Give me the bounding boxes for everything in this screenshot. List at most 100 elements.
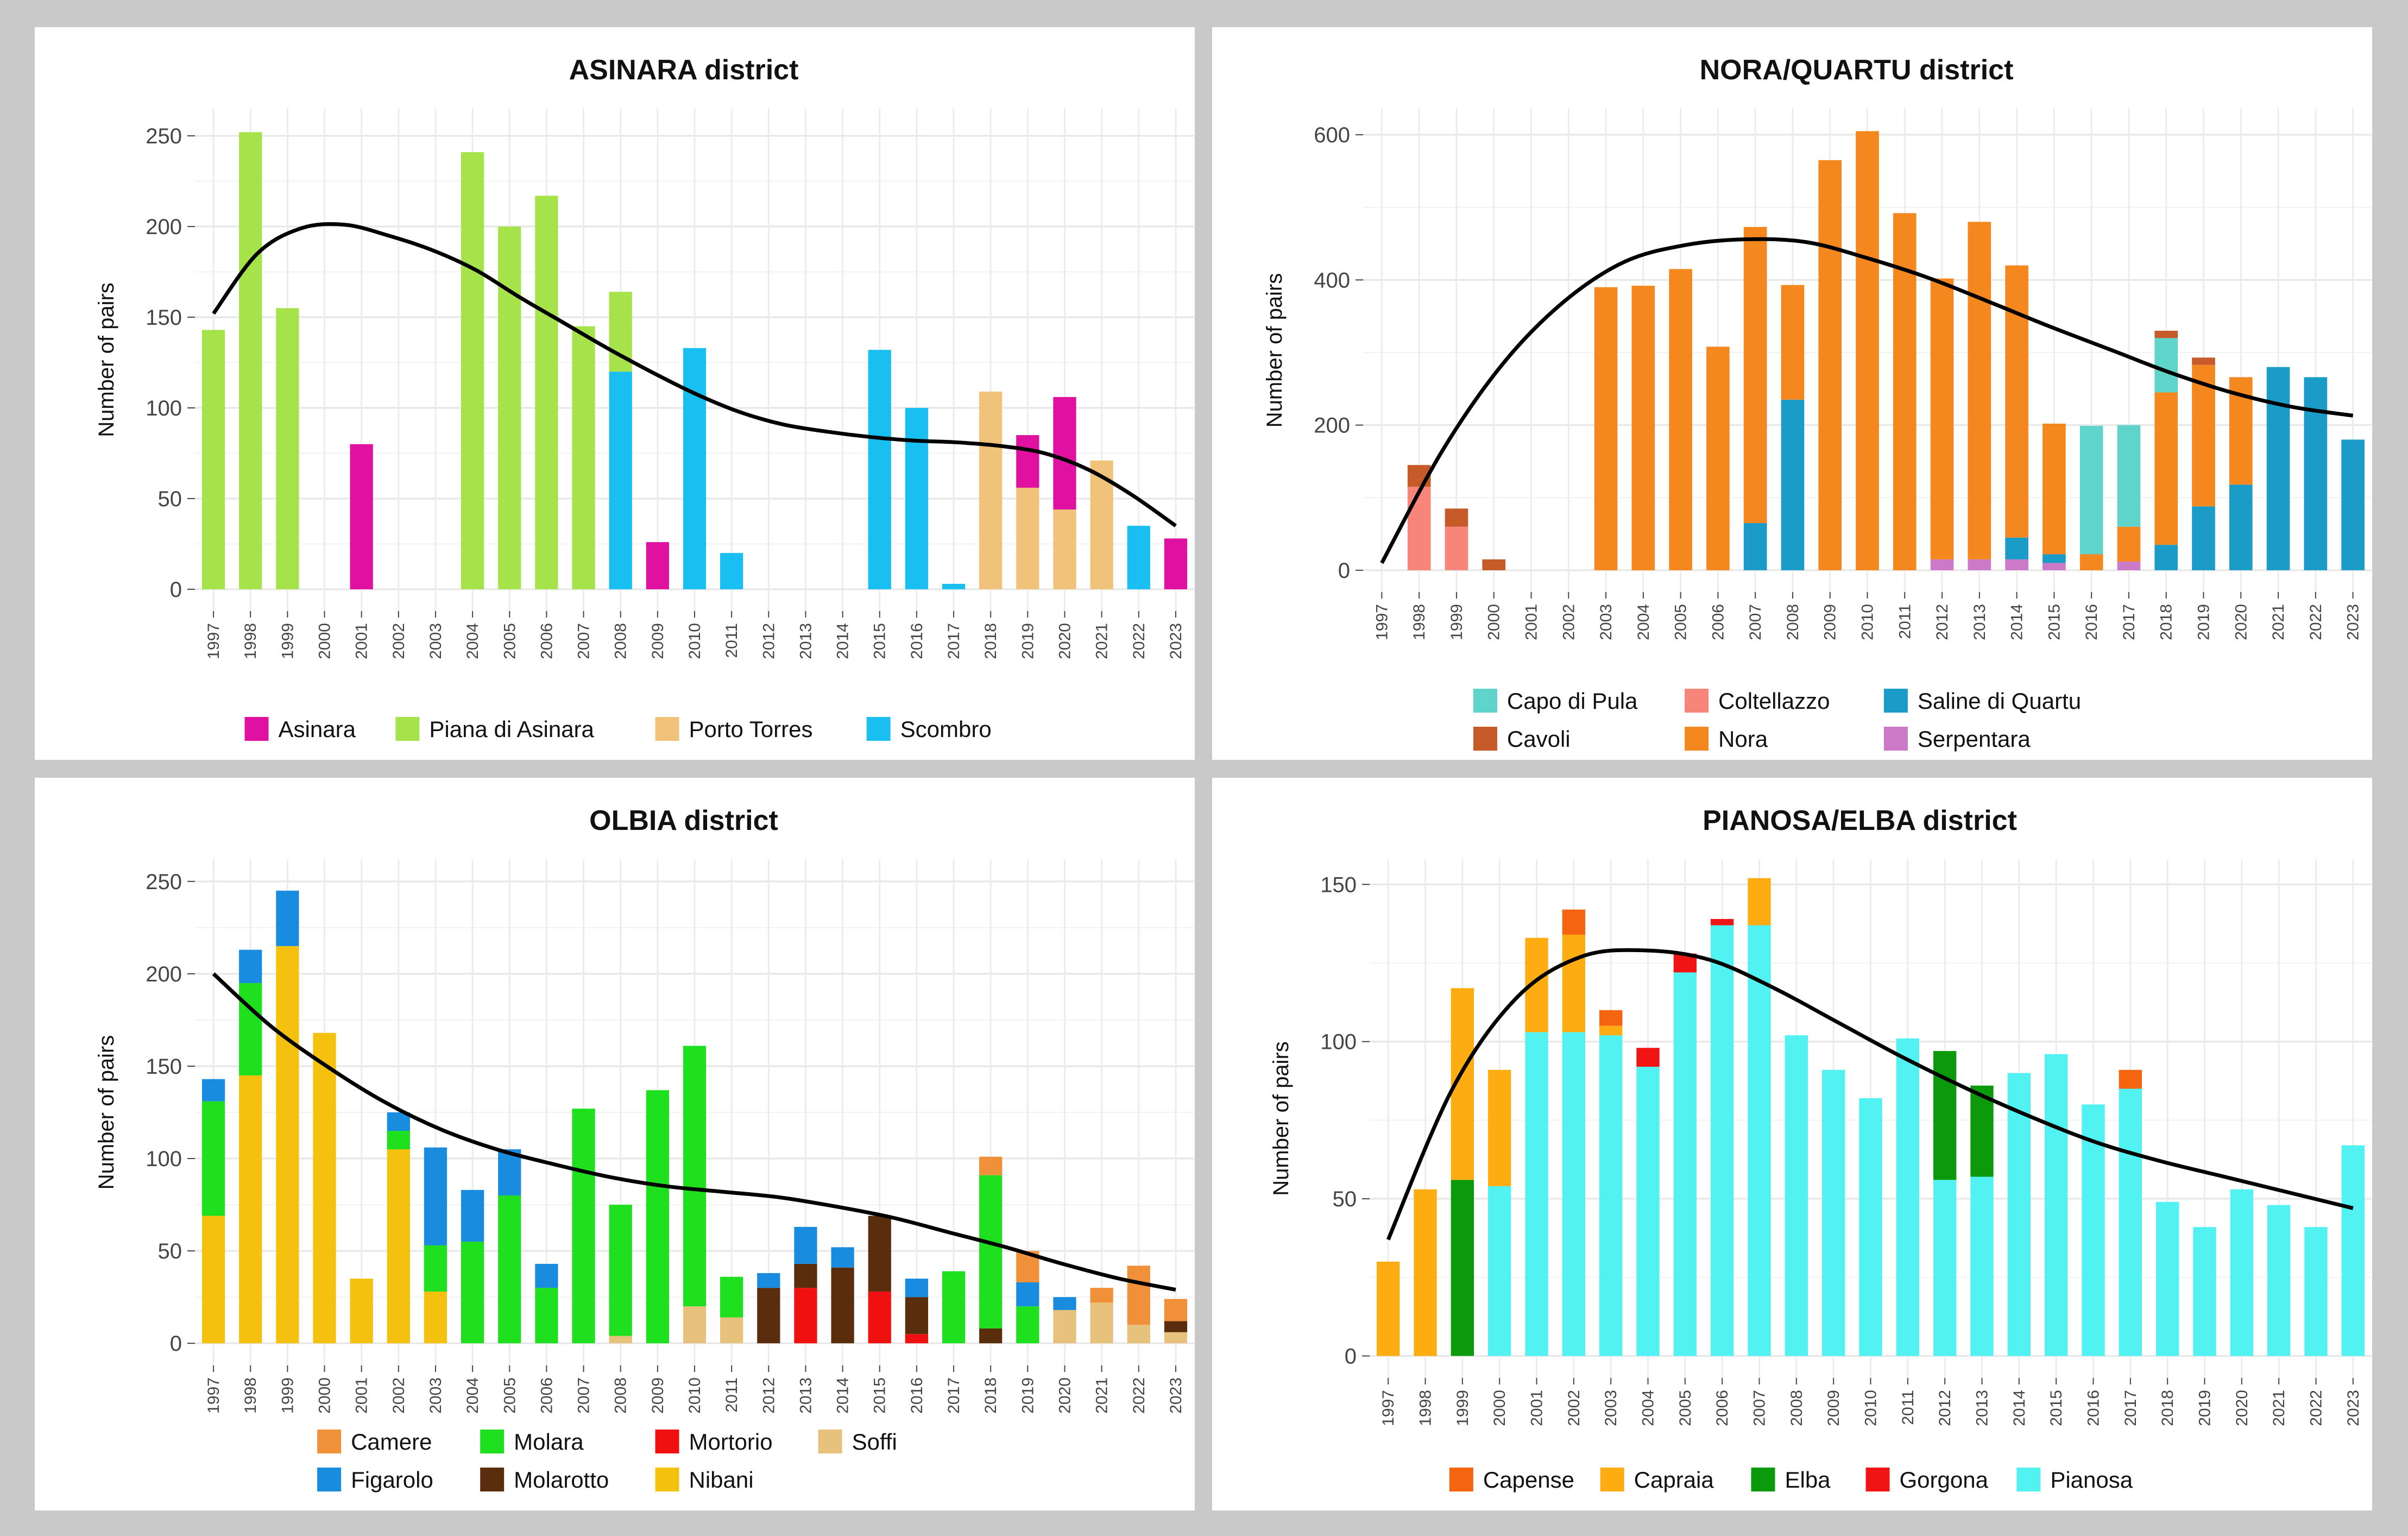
bar-gorgona-2004 [1636,1048,1660,1067]
bar-nibani-1999 [276,946,299,1344]
bar-pianosa-2010 [1859,1098,1882,1356]
x-tick-label: 2021 [1093,1377,1111,1414]
bar-pianosa-2011 [1896,1038,1920,1356]
bar-pianosa-2012 [1933,1180,1957,1356]
bar-nora-2005 [1669,269,1692,570]
bar-pianosa-2005 [1673,972,1697,1356]
x-tick-label: 2022 [2307,604,2325,640]
bar-molara-2004 [461,1242,484,1344]
bar-capense-2002 [1562,909,1586,935]
bar-saline-di-quartu-2023 [2341,439,2365,570]
legend-swatch-serpentara [1883,727,1908,751]
x-tick-label: 2005 [1676,1390,1694,1426]
bar-molara-2009 [646,1090,669,1344]
x-tick-label: 2003 [1602,1390,1620,1426]
bar-nibani-1998 [239,1075,262,1344]
legend-label-saline-di-quartu: Saline di Quartu [1918,688,2081,714]
x-tick-label: 2015 [2047,1390,2065,1426]
x-tick-label: 2019 [2195,604,2213,640]
chart-panel-olbia: OLBIA district 0 50 100 150 200 250 Number of p… [35,778,1195,1510]
bar-scombro-2022 [1127,526,1150,589]
legend-label-porto-torres: Porto Torres [689,716,813,742]
x-tick-label: 2010 [1862,1390,1880,1426]
trend-line [212,972,1176,1292]
bar-nora-2016 [2079,554,2103,570]
bar-pianosa-2019 [2193,1227,2216,1356]
bar-soffi-2021 [1090,1302,1113,1344]
x-tick-label: 2009 [649,623,667,659]
x-tick-label: 2009 [1825,1390,1843,1426]
bar-nibani-2000 [313,1033,336,1344]
bar-pianosa-2003 [1599,1035,1623,1356]
bar-camere-2018 [979,1156,1003,1175]
x-tick-label: 2012 [760,623,778,659]
bar-nora-2014 [2005,265,2028,538]
bar-pianosa-2018 [2155,1201,2179,1356]
bar-piana-di-asinara-1999 [276,308,299,589]
bar-molara-2018 [979,1175,1003,1329]
x-tick-label: 2007 [575,1377,593,1414]
y-tick-label: 150 [1320,873,1357,897]
bar-scombro-2017 [942,583,966,589]
bar-pianosa-2001 [1525,1032,1548,1356]
x-tick-label: 2019 [1019,623,1037,659]
x-tick-label: 2023 [1167,1377,1185,1414]
bar-molara-2006 [535,1288,558,1344]
legend-swatch-capo-di-pula [1473,689,1497,713]
bar-nora-2008 [1781,285,1805,400]
x-tick-label: 2015 [871,623,889,659]
x-tick-label: 2018 [2159,1390,2177,1426]
chart-panel-asinara: ASINARA district 0 50 100 150 200 250 Number of… [35,27,1195,760]
x-tick-label: 2002 [1560,604,1578,640]
bar-pianosa-2023 [2341,1145,2365,1356]
bar-serpentara-2015 [2043,563,2066,570]
bar-piana-di-asinara-2006 [535,196,558,589]
x-tick-label: 2016 [2085,1390,2103,1426]
legend-swatch-soffi [818,1430,842,1453]
bar-molarotto-2014 [831,1267,854,1344]
legend-label-molara: Molara [514,1429,584,1455]
x-tick-label: 2001 [353,1377,371,1414]
bar-molara-2007 [572,1109,595,1344]
x-tick-label: 1998 [1417,1390,1435,1426]
x-tick-label: 2004 [1635,604,1653,640]
legend-swatch-capraia [1600,1468,1624,1491]
x-tick-label: 2021 [2270,1390,2288,1426]
x-tick-label: 2012 [1933,604,1951,640]
y-tick-label: 50 [158,1239,182,1263]
y-tick-label: 100 [146,1147,182,1171]
legend: Capense Capraia Elba Gorgona Pianosa [1449,1467,2133,1493]
bar-pianosa-2014 [2007,1073,2031,1356]
bar-figarolo-1997 [201,1079,225,1101]
bar-capraia-2002 [1562,934,1586,1033]
bar-asinara-2023 [1164,538,1188,589]
y-tick-label: 50 [158,487,182,511]
x-tick-label: 2009 [649,1377,667,1414]
chart-asinara: ASINARA district 0 50 100 150 200 250 Number of… [94,54,1194,742]
bar-nibani-2002 [387,1149,410,1344]
y-axis-label: Number of pairs [1269,1041,1293,1196]
x-tick-label: 2014 [2010,1390,2028,1426]
chart-pianosa-elba: PIANOSA/ELBA district 0 50 100 150 Number of … [1269,805,2372,1493]
bar-molarotto-2023 [1164,1321,1188,1332]
x-tick-label: 2021 [2270,604,2287,640]
chart-title: OLBIA district [589,805,778,836]
bar-molara-2011 [720,1276,743,1318]
legend-label-capo-di-pula: Capo di Pula [1507,688,1638,714]
chart-panel-pianosa-elba: PIANOSA/ELBA district 0 50 100 150 Number of … [1212,778,2372,1510]
y-tick-label: 250 [146,124,182,148]
x-tick-label: 2023 [2344,1390,2362,1426]
bar-scombro-2015 [868,350,891,589]
legend-label-cavoli: Cavoli [1507,726,1571,752]
x-tick-label: 2018 [2158,604,2176,640]
bar-figarolo-1998 [239,949,262,983]
legend-label-capraia: Capraia [1634,1467,1714,1493]
bar-saline-di-quartu-2015 [2043,554,2066,563]
x-tick-label: 2009 [1821,604,1839,640]
x-tick-label: 1998 [242,1377,260,1414]
legend-label-scombro: Scombro [900,716,992,742]
legend-label-piana-di-asinara: Piana di Asinara [429,716,594,742]
bar-soffi-2023 [1164,1332,1188,1344]
y-axis-label: Number of pairs [94,1035,118,1190]
bar-nibani-2001 [350,1279,373,1344]
